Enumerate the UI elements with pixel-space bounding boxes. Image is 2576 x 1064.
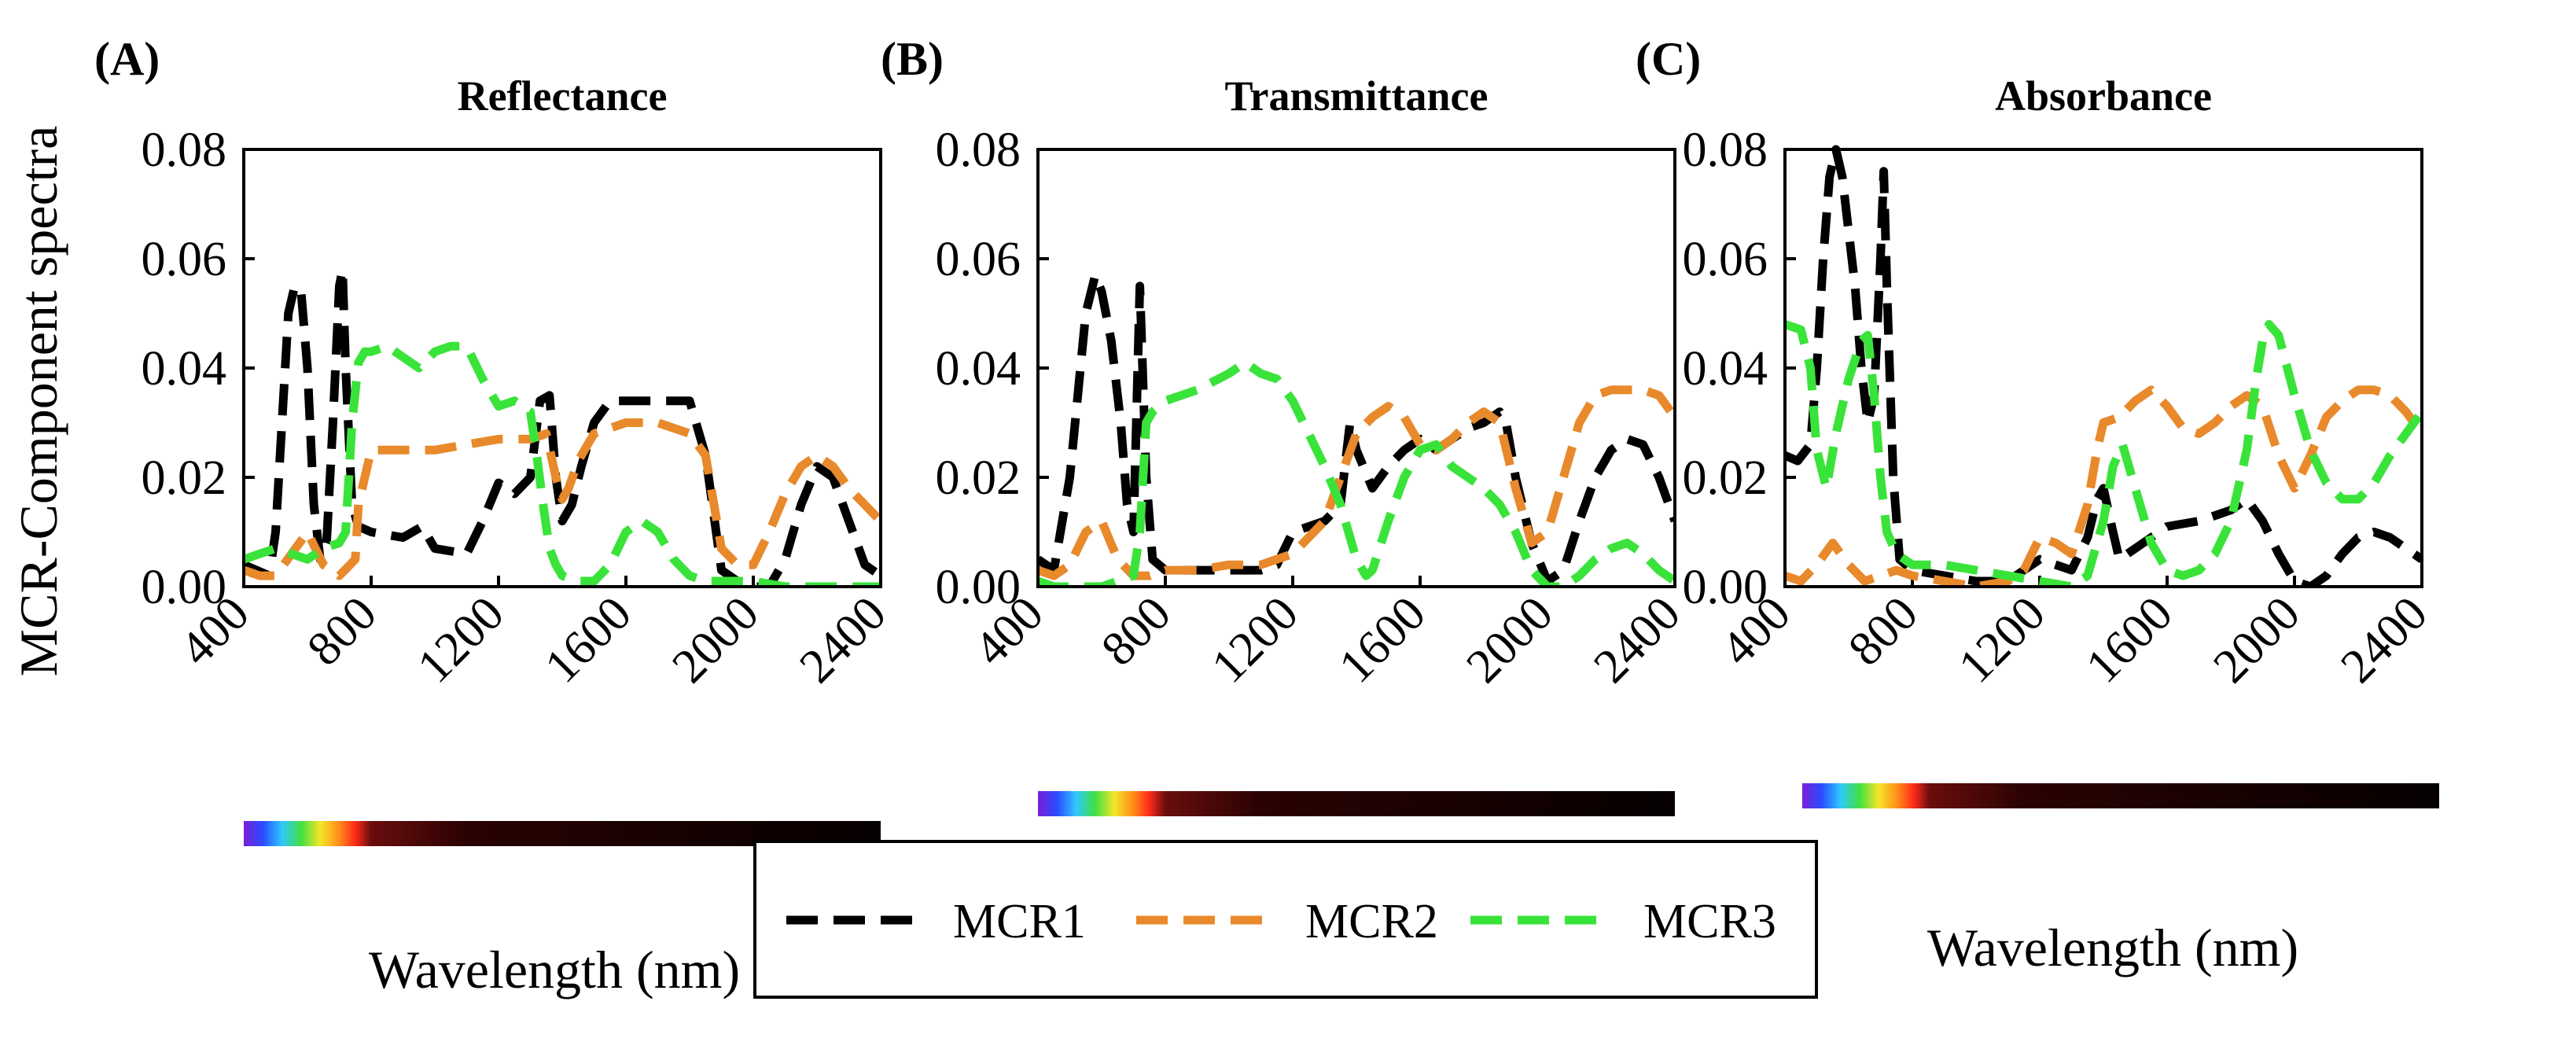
chart-title: Absorbance: [1995, 72, 2212, 120]
series-line-mcr3: [244, 341, 881, 587]
y-axis-title: MCR-Component spectra: [9, 126, 68, 677]
x-tick-label: 2400: [789, 587, 896, 694]
spectrum-colorbar: [1038, 791, 1675, 816]
x-axis-title: Wavelength (nm): [1927, 918, 2298, 977]
x-tick-label: 800: [1091, 587, 1181, 676]
y-tick-label: 0.06: [1683, 233, 1768, 286]
y-tick-label: 0.00: [1683, 561, 1768, 614]
y-tick-label: 0.04: [142, 342, 227, 396]
x-tick-label: 1200: [1202, 587, 1308, 694]
chart-title: Transmittance: [1225, 72, 1489, 120]
y-tick-label: 0.02: [936, 451, 1021, 505]
x-tick-label: 2000: [662, 587, 769, 694]
x-tick-label: 2400: [2331, 587, 2438, 694]
spectrum-colorbar: [1802, 783, 2439, 808]
series-line-mcr2: [1785, 385, 2422, 587]
y-tick-label: 0.04: [1683, 342, 1768, 396]
x-axis-title: Wavelength (nm): [369, 940, 740, 1000]
x-tick-label: 2000: [1456, 587, 1563, 694]
series-group: [1785, 145, 2422, 587]
legend: MCR1 MCR2 MCR3: [753, 840, 1818, 999]
series-line-mcr1: [244, 265, 881, 587]
series-line-mcr2: [244, 418, 881, 580]
panel-label: (B): [881, 33, 944, 85]
x-tick-label: 1600: [535, 587, 642, 694]
y-tick-label: 0.08: [936, 123, 1021, 177]
legend-box: [753, 840, 1818, 999]
x-tick-label: 800: [297, 587, 387, 676]
x-tick-label: 1200: [1949, 587, 2055, 694]
plot-frame: [1036, 148, 1676, 588]
x-tick-label: 2400: [1584, 587, 1691, 694]
y-tick-label: 0.06: [142, 233, 227, 286]
series-group: [1038, 271, 1675, 587]
panel-label: (C): [1636, 33, 1701, 85]
y-tick-label: 0.04: [936, 342, 1021, 396]
y-tick-label: 0.00: [936, 561, 1021, 614]
y-tick-label: 0.08: [1683, 123, 1768, 177]
legend-label-mcr2: MCR2: [1305, 895, 1438, 948]
plot-frame: [242, 148, 882, 588]
y-tick-label: 0.00: [142, 561, 227, 614]
x-tick-label: 2000: [2203, 587, 2310, 694]
y-tick-label: 0.08: [142, 123, 227, 177]
chart-title: Reflectance: [458, 72, 668, 120]
x-tick-label: 1600: [2076, 587, 2183, 694]
panel-label: (A): [94, 33, 160, 85]
y-tick-label: 0.02: [142, 451, 227, 505]
legend-label-mcr1: MCR1: [953, 895, 1086, 948]
series-line-mcr3: [1785, 319, 2422, 587]
legend-label-mcr3: MCR3: [1643, 895, 1776, 948]
y-tick-label: 0.06: [936, 233, 1021, 286]
series-group: [244, 265, 881, 587]
x-tick-label: 800: [1838, 587, 1928, 676]
x-tick-label: 1600: [1329, 587, 1436, 694]
x-tick-label: 1200: [407, 587, 514, 694]
plot-frame: [1783, 148, 2423, 588]
series-line-mcr3: [1038, 358, 1675, 587]
y-tick-label: 0.02: [1683, 451, 1768, 505]
series-line-mcr1: [1785, 145, 2422, 587]
